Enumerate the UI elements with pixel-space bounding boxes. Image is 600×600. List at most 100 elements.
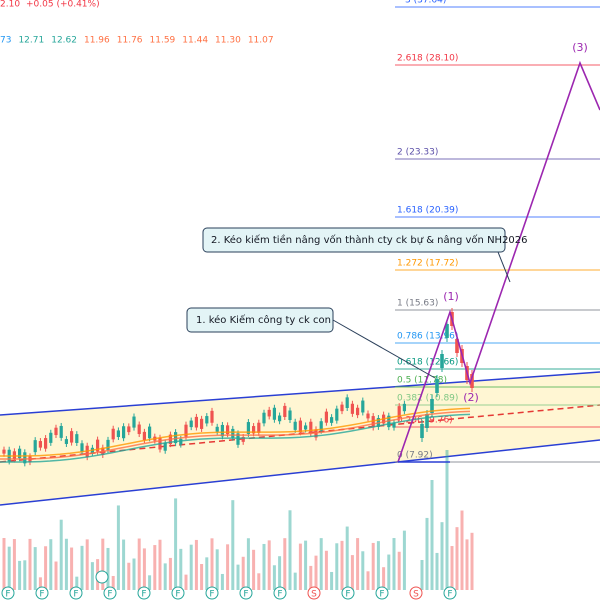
candle-body bbox=[345, 397, 349, 408]
candle-body bbox=[278, 415, 282, 422]
event-marker bbox=[409, 586, 423, 600]
volume-bar bbox=[470, 532, 474, 590]
volume-bar bbox=[49, 539, 53, 590]
volume-bar bbox=[205, 557, 209, 590]
volume-bar bbox=[241, 556, 245, 590]
wave-label: (2) bbox=[463, 391, 479, 404]
volume-bar bbox=[335, 543, 339, 590]
volume-bar bbox=[236, 564, 240, 590]
volume-bar bbox=[163, 563, 167, 590]
volume-bar bbox=[445, 450, 449, 590]
volume-bar bbox=[252, 549, 256, 590]
candle-body bbox=[96, 439, 100, 452]
volume-bar bbox=[59, 519, 63, 590]
candle-body bbox=[350, 403, 354, 414]
volume-bar bbox=[397, 551, 401, 590]
ma-line bbox=[0, 410, 471, 460]
volume-bar bbox=[330, 571, 334, 590]
event-label: F bbox=[141, 590, 146, 600]
candle-body bbox=[142, 431, 146, 440]
volume-bar bbox=[262, 543, 266, 590]
candle-body bbox=[44, 438, 48, 449]
candle-body bbox=[54, 427, 58, 436]
volume-bar bbox=[194, 539, 198, 590]
candle-body bbox=[127, 426, 131, 433]
fib-label: 1.272 (17.72) bbox=[397, 259, 458, 269]
channel-upper bbox=[0, 371, 600, 416]
volume-bar bbox=[257, 573, 261, 590]
candle-body bbox=[184, 424, 188, 437]
ma-values: 73 12.71 12.62 11.96 11.76 11.59 11.44 11.30 11.… bbox=[0, 36, 274, 46]
callout-box bbox=[202, 227, 506, 253]
fib-label: 0.786 (13.96) bbox=[397, 332, 458, 342]
volume-bar bbox=[38, 577, 42, 590]
annotation: 1. kéo Kiếm công ty ck con bbox=[196, 314, 331, 326]
candle-body bbox=[470, 374, 474, 388]
fib-label: 0 (7.92) bbox=[397, 451, 433, 461]
candle-body bbox=[2, 449, 6, 454]
candle-body bbox=[38, 441, 42, 448]
candle-body bbox=[246, 422, 250, 434]
volume-bar bbox=[435, 552, 439, 590]
volume-bar bbox=[272, 565, 276, 590]
change: +0.05 (+0.41%) bbox=[26, 0, 100, 10]
event-label: F bbox=[209, 590, 214, 600]
fib-label: 1 (15.63) bbox=[397, 299, 438, 309]
volume-bar bbox=[64, 538, 68, 590]
volume-bar bbox=[215, 549, 219, 590]
candle-body bbox=[205, 416, 209, 424]
ma-line bbox=[0, 413, 471, 463]
candle-body bbox=[425, 414, 429, 428]
candle-body bbox=[215, 426, 219, 432]
candle-body bbox=[366, 413, 370, 419]
candle-body bbox=[122, 426, 126, 439]
candle-body bbox=[179, 438, 183, 445]
volume-bar bbox=[430, 480, 434, 590]
callout-pointer bbox=[497, 251, 511, 283]
candle-body bbox=[440, 354, 444, 368]
volume-bar bbox=[90, 562, 94, 590]
candle-body bbox=[163, 442, 167, 451]
event-marker bbox=[239, 586, 253, 600]
event-marker bbox=[307, 586, 321, 600]
volume-bar bbox=[23, 560, 27, 590]
candle-body bbox=[18, 448, 22, 459]
volume-bar bbox=[304, 540, 308, 590]
volume-bar bbox=[293, 572, 297, 590]
candle-body bbox=[361, 400, 365, 413]
candle-body bbox=[64, 439, 68, 444]
event-label: F bbox=[243, 590, 248, 600]
candle-body bbox=[262, 412, 266, 424]
event-marker bbox=[1, 586, 15, 600]
candle-body bbox=[340, 404, 344, 412]
volume-bar bbox=[382, 567, 386, 590]
volume-bar bbox=[366, 571, 370, 590]
volume-bar bbox=[350, 555, 354, 590]
event-marker bbox=[137, 586, 151, 600]
candle-body bbox=[23, 452, 27, 464]
candle-body bbox=[236, 433, 240, 445]
volume-bar bbox=[420, 560, 424, 590]
wave-label: (3) bbox=[572, 41, 588, 54]
volume-bar bbox=[101, 538, 105, 590]
candle-body bbox=[267, 409, 271, 417]
candle-body bbox=[324, 411, 328, 423]
volume-bar bbox=[465, 539, 469, 590]
volume-bar bbox=[158, 539, 162, 590]
event-marker bbox=[95, 570, 109, 584]
volume-bar bbox=[371, 542, 375, 590]
candle-body bbox=[371, 416, 375, 428]
event-label: F bbox=[277, 590, 282, 600]
ma-value: 11.76 bbox=[117, 36, 143, 46]
event-marker bbox=[443, 586, 457, 600]
event-label: F bbox=[175, 590, 180, 600]
ma-line bbox=[0, 407, 471, 457]
volume-bar bbox=[85, 539, 89, 590]
candle-body bbox=[272, 407, 276, 420]
event-label: F bbox=[107, 590, 112, 600]
volume-bar bbox=[168, 557, 172, 590]
volume-bar bbox=[200, 564, 204, 590]
candle-body bbox=[148, 426, 152, 439]
channel-fill bbox=[0, 372, 600, 505]
volume-bar bbox=[122, 539, 126, 590]
